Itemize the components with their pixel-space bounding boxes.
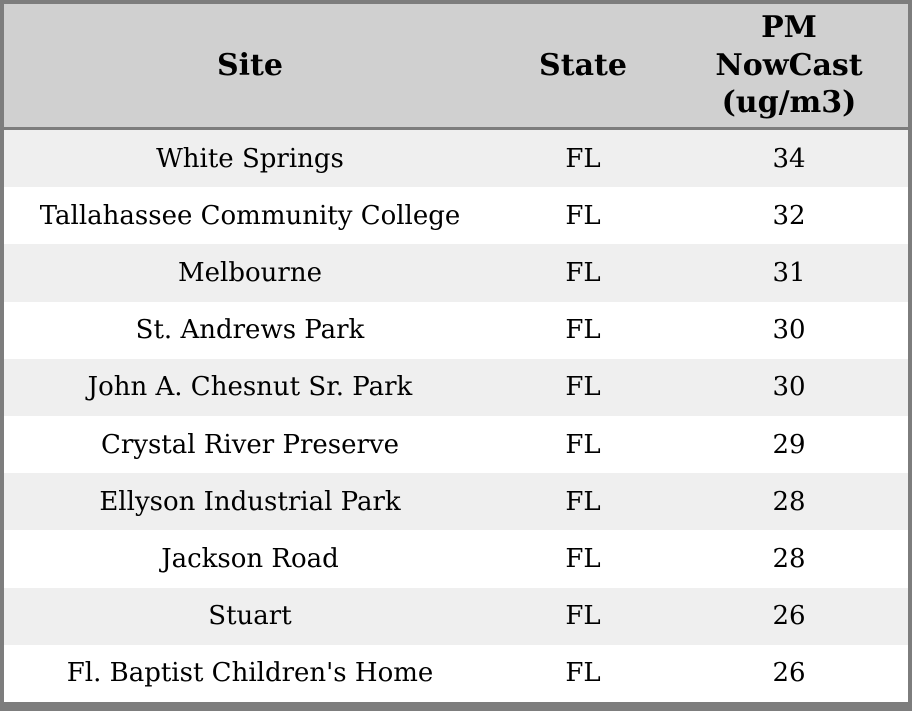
site-cell: Ellyson Industrial Park — [99, 486, 401, 517]
state-cell: FL — [565, 200, 601, 231]
state-cell: FL — [565, 315, 601, 346]
pm-nowcast-cell: 26 — [772, 658, 806, 689]
state-cell: FL — [565, 658, 601, 689]
site-cell: John A. Chesnut Sr. Park — [87, 372, 413, 403]
pm-nowcast-cell: 34 — [772, 143, 806, 174]
table-row: Melbourne FL 31 — [4, 244, 908, 302]
site-cell: Jackson Road — [161, 544, 339, 575]
table-row: St. Andrews Park FL 30 — [4, 301, 908, 359]
site-cell: Melbourne — [178, 258, 322, 288]
state-cell: FL — [565, 601, 601, 632]
state-cell: FL — [565, 544, 601, 575]
column-header-state: State — [539, 47, 627, 83]
pm-nowcast-cell: 29 — [772, 429, 806, 460]
pm-nowcast-cell: 30 — [772, 372, 806, 403]
state-cell: FL — [565, 143, 601, 174]
column-header-site: Site — [216, 47, 283, 83]
site-cell: White Springs — [156, 143, 344, 174]
table-row: Stuart FL 26 — [4, 587, 908, 645]
state-cell: FL — [565, 429, 601, 460]
table-body: White Springs FL 34 Tallahassee Communit… — [4, 130, 908, 703]
table-row: Fl. Baptist Children's Home FL 26 — [4, 644, 908, 703]
state-cell: FL — [565, 372, 601, 403]
pm-nowcast-cell: 31 — [772, 258, 806, 288]
table-row: John A. Chesnut Sr. Park FL 30 — [4, 358, 908, 417]
site-cell: Stuart — [208, 601, 292, 632]
state-cell: FL — [565, 486, 601, 517]
table-header-row: Site State PM NowCast (ug/m3) — [4, 4, 908, 130]
table-row: Tallahassee Community College FL 32 — [4, 187, 908, 245]
table-row: Crystal River Preserve FL 29 — [4, 416, 908, 474]
pm-nowcast-cell: 28 — [772, 486, 806, 517]
table-row: White Springs FL 34 — [4, 130, 908, 188]
site-cell: Fl. Baptist Children's Home — [66, 658, 434, 689]
table-row: Ellyson Industrial Park FL 28 — [4, 473, 908, 531]
pm-nowcast-cell: 32 — [772, 200, 806, 231]
table-row: Jackson Road FL 28 — [4, 530, 908, 588]
column-header-pm-nowcast: PM NowCast (ug/m3) — [715, 9, 863, 121]
site-cell: St. Andrews Park — [135, 315, 365, 346]
pm-nowcast-cell: 26 — [772, 601, 806, 632]
site-cell: Tallahassee Community College — [39, 200, 461, 231]
pm-nowcast-cell: 28 — [772, 544, 806, 575]
site-cell: Crystal River Preserve — [100, 429, 400, 460]
state-cell: FL — [565, 258, 601, 288]
pm-nowcast-cell: 30 — [772, 315, 806, 346]
